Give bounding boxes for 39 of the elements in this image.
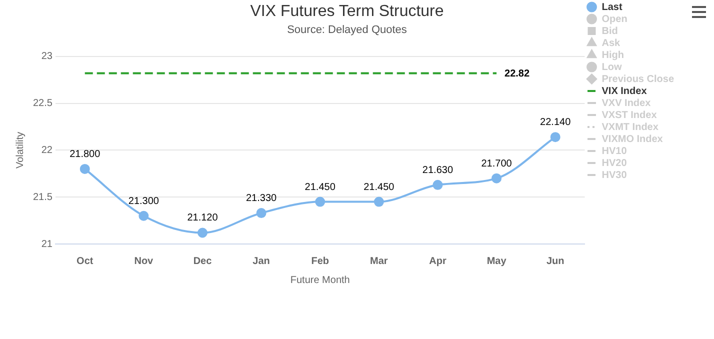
data-label: 21.700 bbox=[481, 158, 512, 170]
x-axis-title: Future Month bbox=[290, 274, 350, 286]
point bbox=[432, 180, 443, 190]
y-tick-label: 23 bbox=[41, 51, 53, 62]
chart-title: VIX Futures Term Structure bbox=[250, 3, 444, 20]
data-label: 22.82 bbox=[504, 68, 530, 80]
point bbox=[197, 228, 208, 238]
legend-label: VIX Index bbox=[602, 86, 648, 97]
point bbox=[374, 196, 384, 207]
y-tick-label: 22.5 bbox=[32, 98, 53, 110]
data-label: 21.800 bbox=[70, 148, 101, 160]
legend-label: Last bbox=[602, 2, 623, 13]
x-tick-label: Oct bbox=[76, 256, 94, 267]
data-label: 21.120 bbox=[187, 212, 218, 224]
point bbox=[550, 132, 560, 142]
point bbox=[315, 196, 326, 207]
data-label: 22.140 bbox=[540, 117, 572, 128]
data-label: 21.330 bbox=[246, 193, 278, 204]
point bbox=[138, 210, 149, 221]
x-tick-label: Jan bbox=[252, 256, 270, 267]
point bbox=[256, 208, 266, 218]
chart-subtitle: Source: Delayed Quotes bbox=[287, 24, 408, 36]
y-tick-label: 21 bbox=[41, 238, 53, 250]
x-tick-label: Jun bbox=[546, 256, 564, 267]
point bbox=[492, 173, 502, 184]
data-label: 21.450 bbox=[364, 182, 395, 193]
x-tick-label: Apr bbox=[429, 256, 446, 267]
data-label: 21.300 bbox=[128, 196, 160, 207]
y-axis-title: Volatility bbox=[14, 132, 26, 169]
x-tick-label: Mar bbox=[370, 256, 388, 267]
x-tick-label: Feb bbox=[311, 256, 329, 267]
point bbox=[80, 164, 90, 174]
data-label: 21.450 bbox=[304, 182, 336, 193]
x-tick-label: Nov bbox=[134, 256, 154, 267]
y-tick-label: 21.5 bbox=[32, 192, 53, 203]
x-tick-label: May bbox=[486, 256, 507, 267]
y-tick-label: 22 bbox=[41, 144, 53, 156]
x-tick-label: Dec bbox=[193, 256, 212, 267]
data-label: 21.630 bbox=[422, 164, 454, 176]
